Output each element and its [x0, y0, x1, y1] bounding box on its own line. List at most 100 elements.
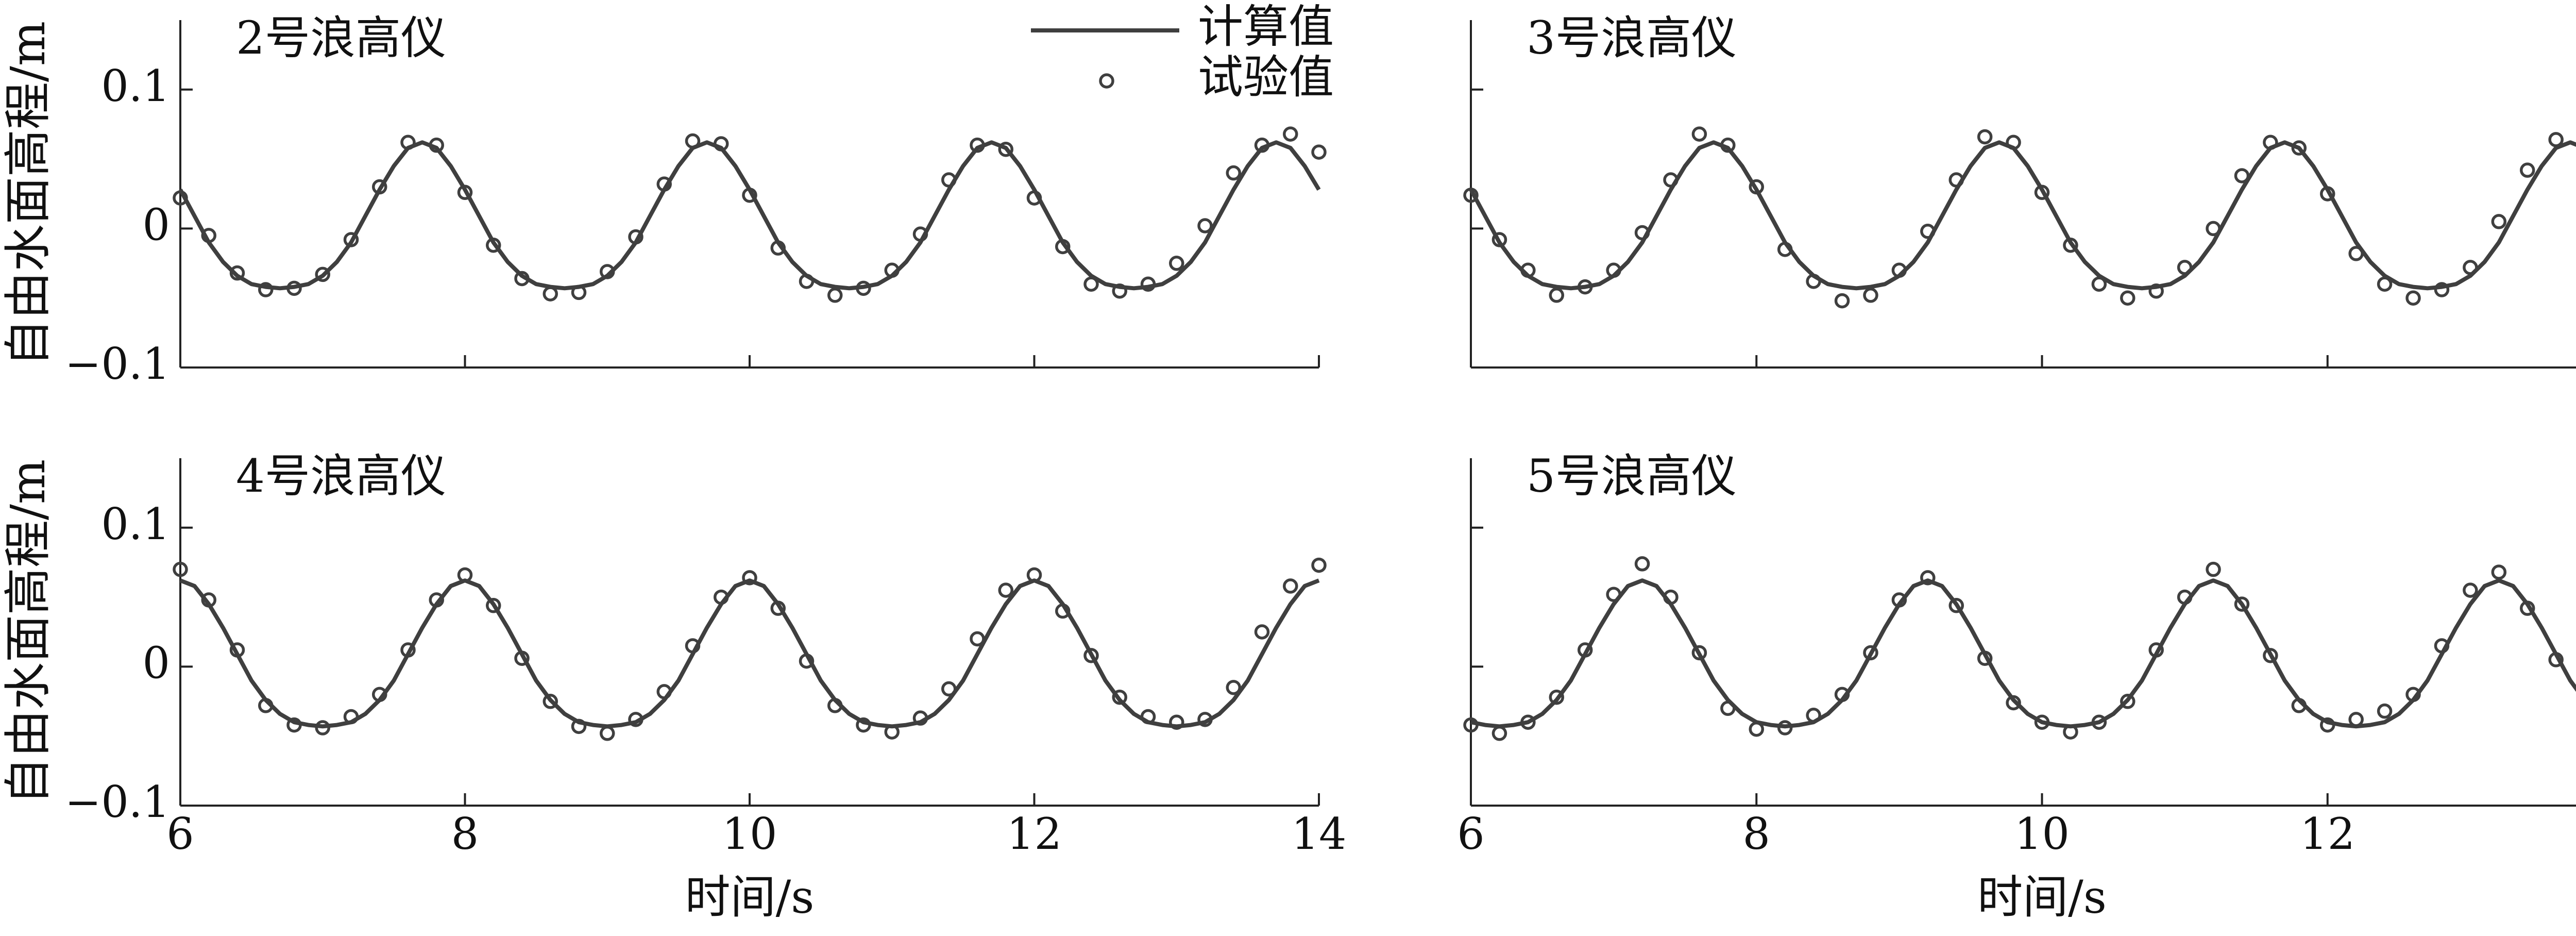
measured-point — [1577, 642, 1593, 658]
measured-point — [1634, 225, 1650, 241]
measured-point — [1720, 137, 1736, 153]
measured-point — [1863, 645, 1878, 661]
measured-point — [315, 720, 330, 736]
measured-point — [2377, 276, 2393, 292]
panel-title: 5号浪高仪 — [1527, 449, 1737, 503]
measured-point — [286, 280, 302, 296]
measured-point — [2091, 276, 2107, 292]
measured-point — [2519, 600, 2535, 616]
measured-point — [2006, 695, 2021, 711]
measured-point — [1777, 720, 1793, 736]
measured-point — [2348, 712, 2364, 727]
measured-point — [1549, 689, 1565, 705]
measured-point — [1806, 708, 1821, 723]
measured-point — [400, 135, 416, 150]
measured-point — [2034, 185, 2050, 200]
measured-point — [742, 570, 757, 586]
measured-point — [1920, 570, 1936, 586]
measured-point — [2434, 282, 2450, 297]
measured-point — [1691, 645, 1707, 661]
measured-point — [2006, 135, 2021, 150]
measured-point — [2405, 290, 2421, 306]
measured-point — [1749, 179, 1764, 195]
measured-point — [600, 264, 615, 279]
measured-point — [1283, 578, 1298, 594]
measured-point — [2177, 260, 2193, 275]
measured-point — [1948, 598, 1964, 613]
measured-point — [2548, 132, 2564, 147]
measured-point — [1920, 224, 1936, 239]
x-tick-label: 6 — [1457, 809, 1484, 859]
measured-point — [1140, 276, 1156, 292]
measured-point — [229, 265, 245, 281]
panel-title: 4号浪高仪 — [236, 449, 446, 503]
measured-point — [1112, 689, 1127, 705]
measured-point — [2177, 589, 2193, 605]
measured-point — [2348, 246, 2364, 261]
measured-point — [941, 681, 957, 697]
measured-point — [656, 176, 672, 192]
measured-point — [1197, 712, 1213, 727]
panel-title: 2号浪高仪 — [236, 11, 446, 64]
y-tick-label: 0.1 — [101, 499, 170, 549]
measured-point — [543, 286, 558, 302]
measured-point — [1055, 603, 1071, 619]
measured-point — [656, 684, 672, 699]
measured-point — [770, 240, 786, 256]
measured-point — [543, 694, 558, 709]
measured-point — [1140, 709, 1156, 725]
measured-point — [1777, 242, 1793, 257]
measured-point — [1463, 717, 1479, 733]
measured-point — [1948, 172, 1964, 188]
measured-point — [827, 288, 843, 303]
x-tick-label: 8 — [1743, 809, 1770, 859]
measured-point — [2519, 162, 2535, 178]
measured-point — [258, 698, 274, 713]
measured-point — [372, 687, 387, 703]
y-tick-label: −0.1 — [65, 339, 170, 389]
measured-point — [685, 638, 701, 654]
measured-point — [2405, 687, 2421, 703]
computed-line — [178, 140, 1321, 291]
measured-point — [714, 136, 729, 152]
measured-point — [1977, 129, 1993, 145]
measured-point — [486, 598, 501, 613]
measured-point — [2263, 135, 2278, 150]
measured-point — [1720, 700, 1736, 716]
measured-point — [1055, 239, 1071, 255]
x-tick-label: 12 — [2300, 809, 2355, 859]
measured-point — [1977, 650, 1993, 666]
y-tick-label: 0 — [143, 638, 170, 688]
x-tick-label: 6 — [166, 809, 194, 859]
measured-point — [571, 285, 587, 300]
measured-point — [1891, 262, 1907, 278]
measured-point — [1606, 587, 1621, 602]
measured-point — [856, 717, 871, 733]
measured-point — [1520, 714, 1536, 730]
measured-point — [600, 726, 615, 741]
measured-point — [827, 698, 843, 713]
measured-point — [2148, 283, 2164, 299]
measured-point — [173, 190, 188, 206]
measured-point — [201, 228, 216, 243]
measured-point — [286, 717, 302, 733]
measured-point — [1691, 126, 1707, 142]
computed-line — [1469, 140, 2576, 291]
measured-point — [912, 710, 928, 726]
measured-point — [1806, 274, 1821, 289]
measured-point — [1169, 714, 1184, 730]
measured-point — [1834, 687, 1850, 703]
computed-line — [179, 578, 1320, 729]
measured-point — [1891, 592, 1907, 608]
measured-point — [2148, 642, 2164, 658]
computed-line — [1470, 578, 2576, 729]
measured-point — [884, 724, 900, 740]
measured-point — [628, 229, 643, 245]
measured-point — [2491, 214, 2507, 229]
measured-point — [970, 631, 985, 647]
measured-point — [2206, 221, 2221, 237]
y-axis-label: 自由水面高程/m — [1, 459, 56, 805]
measured-point — [429, 137, 444, 153]
x-axis-label: 时间/s — [685, 871, 815, 924]
